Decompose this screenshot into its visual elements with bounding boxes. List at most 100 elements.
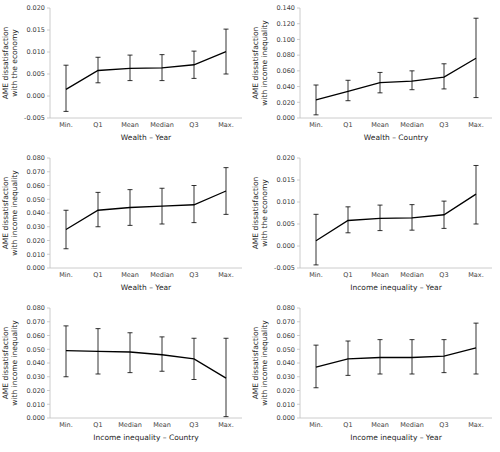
y-tick-label: 0.000 bbox=[26, 92, 45, 100]
y-tick-label: 0.010 bbox=[26, 48, 45, 56]
error-bar-cap bbox=[224, 416, 229, 417]
error-bar-cap bbox=[224, 338, 229, 339]
plot-area bbox=[64, 168, 229, 249]
y-tick-label: 0.030 bbox=[26, 223, 45, 231]
y-tick bbox=[47, 185, 50, 186]
panel: 0.0000.0100.0200.0300.0400.0500.0600.070… bbox=[251, 304, 492, 442]
y-tick-label: 0.060 bbox=[276, 67, 295, 75]
y-tick-label: 0.005 bbox=[26, 70, 45, 78]
x-tick-label: Mean bbox=[371, 271, 389, 279]
error-bar-cap bbox=[160, 336, 165, 337]
x-tick-label: Max. bbox=[468, 121, 484, 129]
y-tick bbox=[47, 268, 50, 269]
y-tick bbox=[297, 404, 300, 405]
y-tick bbox=[47, 30, 50, 31]
error-bar-cap bbox=[160, 80, 165, 81]
figure: -0.0050.0000.0050.0100.0150.020Min.Q1Mea… bbox=[0, 0, 500, 452]
error-bar-cap bbox=[378, 339, 383, 340]
error-bar-cap bbox=[160, 371, 165, 372]
y-tick-label: 0.020 bbox=[26, 387, 45, 395]
y-tick bbox=[297, 363, 300, 364]
y-tick-label: 0.020 bbox=[26, 237, 45, 245]
error-bar-cap bbox=[442, 201, 447, 202]
x-tick-label: Q1 bbox=[343, 421, 352, 429]
error-bar-cap bbox=[64, 325, 69, 326]
x-tick-label: Min. bbox=[59, 421, 73, 429]
error-bar-cap bbox=[96, 57, 101, 58]
y-tick bbox=[297, 268, 300, 269]
y-tick-label: 0.080 bbox=[26, 304, 45, 312]
x-tick-label: Min. bbox=[59, 121, 73, 129]
x-tick-label: Median bbox=[400, 271, 424, 279]
y-tick bbox=[47, 335, 50, 336]
y-tick-label: 0.080 bbox=[276, 51, 295, 59]
x-axis bbox=[50, 418, 242, 419]
error-bar-cap bbox=[192, 51, 197, 52]
x-axis-title: Income inequality – Year bbox=[350, 283, 442, 292]
y-tick bbox=[297, 23, 300, 24]
error-bar-cap bbox=[314, 264, 319, 265]
x-tick-label: Q3 bbox=[189, 121, 198, 129]
panel: 0.0000.0100.0200.0300.0400.0500.0600.070… bbox=[1, 154, 242, 292]
y-tick-label: 0.010 bbox=[26, 251, 45, 259]
error-bar-cap bbox=[378, 205, 383, 206]
error-bar-cap bbox=[474, 323, 479, 324]
error-bar-cap bbox=[474, 374, 479, 375]
error-bar-cap bbox=[192, 379, 197, 380]
x-tick-label: Q1 bbox=[343, 121, 352, 129]
error-bar-cap bbox=[346, 375, 351, 376]
x-tick-label: Min. bbox=[309, 121, 323, 129]
plot-area bbox=[64, 326, 229, 417]
error-bar-cap bbox=[346, 341, 351, 342]
error-bar-cap bbox=[346, 232, 351, 233]
line bbox=[316, 348, 476, 367]
error-bar-cap bbox=[96, 82, 101, 83]
x-tick-label: Q1 bbox=[93, 271, 102, 279]
y-tick-label: 0.040 bbox=[26, 359, 45, 367]
y-tick-label: 0.050 bbox=[276, 346, 295, 354]
x-tick-label: Q1 bbox=[93, 121, 102, 129]
y-tick bbox=[297, 102, 300, 103]
x-tick-label: Max. bbox=[218, 121, 234, 129]
error-bar-cap bbox=[128, 332, 133, 333]
x-axis-title: Wealth – Country bbox=[364, 133, 429, 142]
error-bar-cap bbox=[160, 188, 165, 189]
y-tick bbox=[47, 349, 50, 350]
y-tick-label: 0.140 bbox=[276, 4, 295, 12]
y-tick bbox=[47, 213, 50, 214]
x-tick-label: Q1 bbox=[93, 421, 102, 429]
error-bar-cap bbox=[128, 225, 133, 226]
y-tick bbox=[47, 74, 50, 75]
y-tick bbox=[297, 180, 300, 181]
y-tick bbox=[47, 404, 50, 405]
line bbox=[66, 191, 226, 230]
error-bar-stem bbox=[130, 333, 131, 373]
x-tick-label: Q3 bbox=[439, 121, 448, 129]
y-tick-label: 0.030 bbox=[276, 373, 295, 381]
error-bar-stem bbox=[66, 326, 67, 377]
error-bar-cap bbox=[474, 18, 479, 19]
x-axis-title: Wealth – Year bbox=[121, 133, 172, 142]
x-tick-label: Mean bbox=[121, 121, 139, 129]
error-bar-cap bbox=[224, 74, 229, 75]
y-tick-label: 0.120 bbox=[276, 20, 295, 28]
error-bar-stem bbox=[316, 214, 317, 265]
x-tick-label: Q3 bbox=[189, 421, 198, 429]
error-bar-stem bbox=[348, 341, 349, 375]
x-tick-label: Median bbox=[118, 421, 142, 429]
y-tick bbox=[297, 246, 300, 247]
y-tick bbox=[47, 226, 50, 227]
y-axis-title: with the economy bbox=[10, 29, 19, 97]
y-tick-label: 0.080 bbox=[26, 154, 45, 162]
error-bar-cap bbox=[442, 372, 447, 373]
y-tick bbox=[297, 70, 300, 71]
x-tick-label: Median bbox=[150, 121, 174, 129]
plot-area bbox=[314, 165, 479, 264]
error-bar bbox=[474, 18, 479, 97]
error-bar-cap bbox=[474, 224, 479, 225]
y-axis-title: with the economy bbox=[260, 179, 269, 247]
y-tick-label: 0.015 bbox=[276, 176, 295, 184]
x-tick-label: Min. bbox=[309, 421, 323, 429]
error-bar-cap bbox=[224, 29, 229, 30]
error-bar-cap bbox=[410, 230, 415, 231]
